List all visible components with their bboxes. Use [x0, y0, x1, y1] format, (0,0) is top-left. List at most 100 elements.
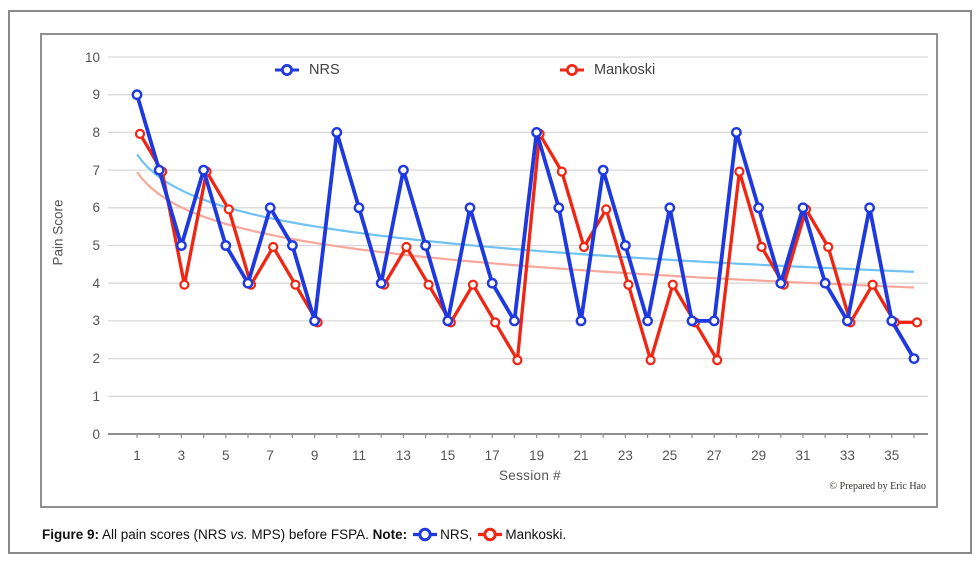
data-point [331, 127, 343, 138]
data-point [642, 315, 653, 327]
data-point [423, 279, 434, 290]
pain-score-chart [108, 56, 928, 438]
y-tick-label: 0 [92, 426, 100, 442]
legend-item-nrs: NRS [274, 62, 340, 78]
caption-text-1: All pain scores (NRS [99, 527, 231, 542]
x-axis-title: Session # [499, 468, 561, 483]
data-point [731, 127, 742, 138]
data-point [553, 202, 565, 214]
legend-item-mankoski: Mankoski [559, 62, 655, 78]
data-point [597, 164, 609, 176]
y-tick-label: 4 [92, 275, 100, 291]
figure-border: 0 1 2 3 4 5 6 7 8 9 10 1 3 5 7 9 11 13 15 17 19 21 23 25 27 29 31… [8, 10, 972, 554]
y-axis-title: Pain Score [50, 199, 66, 266]
data-point [153, 164, 165, 176]
data-point [708, 315, 720, 327]
data-point [667, 279, 678, 290]
x-tick-label: 35 [884, 448, 900, 463]
data-point [264, 202, 276, 214]
data-point [734, 166, 745, 177]
series-nrs [131, 89, 920, 364]
x-tick-label: 33 [839, 448, 855, 463]
data-point [464, 202, 476, 214]
data-point [864, 202, 875, 214]
y-tick-label: 9 [92, 87, 100, 103]
data-point [797, 202, 809, 214]
x-tick-label: 19 [529, 448, 545, 463]
caption-vs: vs. [230, 527, 248, 542]
data-point [353, 202, 365, 214]
data-point [175, 240, 187, 251]
data-point [775, 277, 787, 289]
y-tick-label: 3 [92, 313, 100, 329]
caption-nrs-ring-icon [413, 527, 438, 542]
data-point [623, 279, 634, 290]
data-point [467, 279, 479, 290]
data-point [756, 241, 767, 253]
data-point [309, 315, 320, 327]
data-point [753, 202, 764, 214]
data-point [664, 202, 676, 214]
y-tick-label: 7 [92, 162, 100, 178]
y-tick-label: 6 [92, 200, 100, 216]
data-point [819, 277, 831, 289]
y-tick-label: 2 [92, 351, 100, 367]
data-point [286, 240, 298, 251]
data-point [397, 164, 409, 176]
data-point [823, 241, 834, 253]
caption-nrs-label: NRS, [440, 527, 473, 542]
caption-note-label: Note: [372, 527, 408, 542]
x-tick-label: 25 [662, 448, 678, 463]
data-point [223, 204, 234, 215]
data-point [686, 315, 698, 327]
copyright-note: © Prepared by Eric Hao [829, 481, 926, 492]
x-tick-label: 5 [222, 448, 230, 463]
data-point [556, 166, 567, 177]
data-point [420, 240, 431, 251]
x-tick-label: 23 [617, 448, 633, 463]
legend-label-mankoski: Mankoski [594, 62, 656, 78]
data-point [575, 315, 587, 327]
x-tick-label: 21 [573, 448, 589, 463]
x-tick-label: 29 [751, 448, 767, 463]
data-point [401, 241, 412, 253]
data-point [601, 204, 612, 215]
series-line [135, 94, 916, 360]
y-tick-label: 10 [84, 49, 100, 65]
x-tick-label: 1 [133, 448, 141, 463]
x-tick-label: 9 [310, 448, 319, 463]
data-point [842, 315, 853, 327]
data-point [490, 317, 501, 328]
figure-caption: Figure 9: All pain scores (NRS vs. MPS) … [42, 525, 952, 544]
x-tick-label: 31 [795, 448, 811, 463]
data-point [486, 277, 498, 289]
x-tick-label: 3 [177, 448, 186, 463]
data-point [578, 241, 590, 253]
data-point [508, 315, 520, 327]
x-tick-label: 7 [266, 448, 274, 463]
data-point [268, 241, 279, 253]
x-tick-label: 27 [706, 448, 722, 463]
x-tick-label: 11 [351, 448, 366, 463]
data-point [620, 240, 631, 251]
data-point [867, 279, 878, 290]
data-point [242, 277, 254, 289]
data-point [886, 315, 898, 327]
series-line [138, 132, 917, 362]
data-point [220, 240, 232, 251]
data-point [442, 315, 454, 327]
x-tick-label: 15 [440, 448, 456, 463]
data-point [911, 317, 923, 328]
data-point [179, 279, 190, 290]
series-mankoski [134, 128, 923, 366]
data-point [198, 164, 210, 176]
legend-label-nrs: NRS [309, 62, 340, 78]
data-point [512, 355, 523, 366]
data-point [131, 89, 143, 101]
data-point [908, 353, 920, 364]
data-point [645, 355, 656, 366]
caption-mankoski-label: Mankoski. [505, 527, 567, 542]
x-tick-label: 13 [395, 448, 411, 463]
y-tick-label: 1 [92, 388, 100, 404]
